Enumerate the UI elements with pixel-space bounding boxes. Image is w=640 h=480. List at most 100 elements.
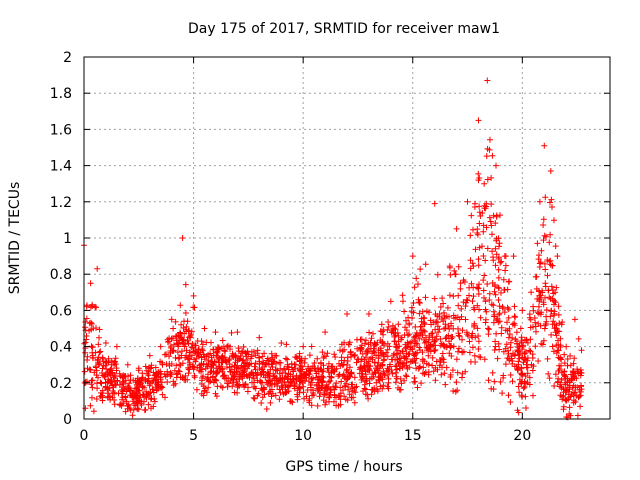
data-point <box>322 401 329 408</box>
data-point <box>113 367 120 374</box>
data-point <box>142 406 149 413</box>
data-point <box>530 392 536 399</box>
data-point <box>248 369 255 376</box>
data-point <box>158 379 165 386</box>
data-point <box>148 362 155 369</box>
data-point <box>288 379 295 385</box>
data-point <box>413 275 420 282</box>
data-point <box>530 323 536 330</box>
data-point <box>493 235 500 242</box>
data-point <box>377 328 384 335</box>
data-point <box>361 385 368 392</box>
data-point <box>125 386 132 393</box>
data-point <box>498 258 505 265</box>
data-point <box>111 401 118 408</box>
data-point <box>287 379 294 386</box>
data-point <box>89 344 96 351</box>
data-point <box>416 300 423 306</box>
data-point <box>242 349 249 356</box>
data-point <box>328 364 335 370</box>
data-point <box>390 352 397 359</box>
data-point <box>398 380 405 387</box>
data-point <box>540 222 547 228</box>
data-point <box>184 337 191 344</box>
data-point <box>421 321 428 327</box>
data-point <box>540 237 547 244</box>
data-point <box>549 287 556 293</box>
data-point <box>528 361 535 368</box>
data-point <box>553 284 560 291</box>
data-point <box>144 370 151 377</box>
data-point <box>416 344 423 351</box>
data-point <box>461 279 468 285</box>
data-point <box>491 283 498 290</box>
data-point <box>172 354 179 361</box>
data-point <box>361 340 368 347</box>
data-point <box>503 341 510 348</box>
data-point <box>300 383 307 390</box>
data-point <box>153 376 160 383</box>
data-point <box>472 246 479 253</box>
data-point <box>451 267 458 274</box>
data-point <box>87 402 94 409</box>
data-point <box>418 315 425 322</box>
data-point <box>285 376 291 383</box>
data-point <box>379 340 386 347</box>
data-point <box>213 370 219 377</box>
data-point <box>502 262 509 269</box>
data-point <box>436 362 443 369</box>
data-point <box>442 335 449 342</box>
data-point <box>536 260 543 267</box>
data-point <box>250 372 257 379</box>
data-point <box>313 370 320 377</box>
data-point <box>500 348 507 355</box>
data-point <box>363 354 369 361</box>
data-point <box>386 343 393 350</box>
data-point <box>93 396 100 402</box>
data-point <box>153 387 160 394</box>
data-point <box>88 319 94 326</box>
data-point <box>513 329 520 336</box>
data-point <box>480 287 487 294</box>
data-point <box>375 347 382 353</box>
data-point <box>261 350 268 357</box>
data-point <box>402 372 409 379</box>
data-point <box>89 377 96 384</box>
data-point <box>246 374 253 381</box>
data-point <box>395 347 401 354</box>
data-point <box>192 347 199 354</box>
data-point <box>250 379 257 386</box>
data-point <box>401 308 408 315</box>
data-point <box>514 366 521 373</box>
data-point <box>309 392 316 399</box>
data-point <box>450 325 457 332</box>
data-point <box>440 300 447 307</box>
data-point <box>535 256 542 263</box>
data-point <box>126 380 133 387</box>
data-point <box>341 393 348 400</box>
data-point <box>203 389 210 396</box>
data-point <box>331 351 338 358</box>
data-point <box>116 402 123 408</box>
data-point <box>459 374 465 381</box>
chart-title: Day 175 of 2017, SRMTID for receiver maw… <box>188 21 500 37</box>
data-point <box>326 391 333 398</box>
peak-point <box>554 253 561 260</box>
data-point <box>276 396 283 403</box>
data-point <box>323 390 330 397</box>
data-point <box>502 361 509 368</box>
data-point <box>571 355 578 362</box>
data-point <box>293 354 300 361</box>
data-point <box>387 361 394 368</box>
data-point <box>470 226 476 233</box>
data-point <box>96 360 103 367</box>
data-point <box>539 289 546 296</box>
data-point <box>166 353 172 360</box>
data-point <box>515 383 522 390</box>
data-point <box>560 403 567 410</box>
data-point <box>453 356 460 363</box>
data-point <box>547 231 554 238</box>
data-point <box>303 370 310 377</box>
data-point <box>229 352 236 359</box>
data-point <box>548 196 555 203</box>
